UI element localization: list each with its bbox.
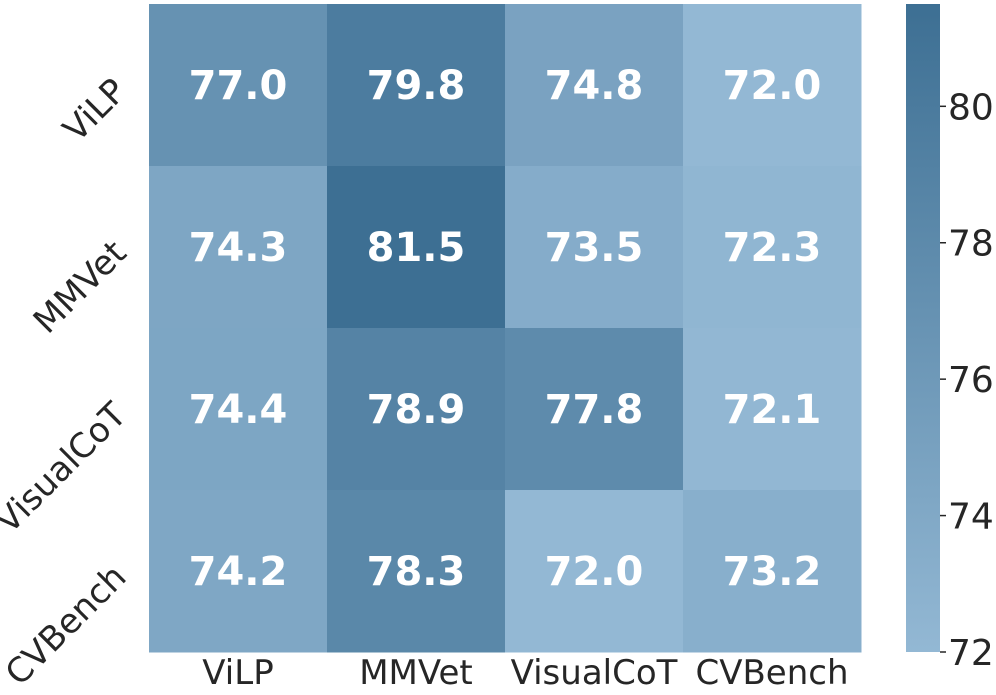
cell-value-label: 74.4 bbox=[189, 387, 288, 433]
cell-value-label: 74.2 bbox=[189, 549, 288, 595]
x-axis-tick-labels: ViLP MMVet VisualCoT CVBench bbox=[202, 653, 848, 693]
y-tick-visualcot: VisualCoT bbox=[0, 395, 135, 541]
cell-value-label: 77.0 bbox=[189, 63, 288, 109]
heatmap-cell-r1-c1 bbox=[327, 166, 506, 329]
x-tick-cvbench: CVBench bbox=[695, 653, 848, 693]
cell-value-label: 73.5 bbox=[545, 225, 644, 271]
colorbar-ticks: 72 74 76 78 80 bbox=[940, 87, 994, 674]
cell-value-label: 78.3 bbox=[367, 549, 466, 595]
cell-value-label: 74.8 bbox=[545, 63, 644, 109]
heatmap-cell-r0-c2 bbox=[505, 4, 684, 167]
colorbar-tick-label: 78 bbox=[948, 224, 994, 265]
heatmap-cell-r1-c2 bbox=[505, 166, 684, 329]
heatmap-cell-r3-c0 bbox=[149, 490, 328, 653]
cell-value-label: 79.8 bbox=[367, 63, 466, 109]
colorbar-tick-label: 80 bbox=[948, 87, 994, 128]
heatmap-cell-r2-c3 bbox=[683, 328, 862, 491]
cell-value-label: 81.5 bbox=[367, 225, 466, 271]
cell-value-label: 73.2 bbox=[723, 549, 822, 595]
colorbar-tick-label: 74 bbox=[948, 497, 994, 538]
y-tick-cvbench: CVBench bbox=[0, 557, 134, 694]
y-tick-mmvet: MMVet bbox=[26, 233, 135, 342]
cell-value-label: 78.9 bbox=[367, 387, 466, 433]
heatmap-cells bbox=[149, 4, 862, 653]
colorbar-tick-label: 72 bbox=[948, 633, 994, 674]
heatmap-cell-r3-c3 bbox=[683, 490, 862, 653]
heatmap-cell-r3-c1 bbox=[327, 490, 506, 653]
heatmap-cell-r2-c2 bbox=[505, 328, 684, 491]
heatmap-cell-r2-c0 bbox=[149, 328, 328, 491]
x-tick-mmvet: MMVet bbox=[359, 653, 473, 693]
x-tick-vilp: ViLP bbox=[202, 653, 273, 693]
heatmap-cell-r1-c3 bbox=[683, 166, 862, 329]
heatmap-cell-r0-c3 bbox=[683, 4, 862, 167]
cell-value-label: 72.3 bbox=[723, 225, 822, 271]
heatmap-cell-r1-c0 bbox=[149, 166, 328, 329]
heatmap-cell-r0-c0 bbox=[149, 4, 328, 167]
heatmap-cell-labels: 77.0 79.8 74.8 72.0 74.3 81.5 73.5 72.3 74.4 78.9… bbox=[189, 63, 822, 595]
cell-value-label: 72.1 bbox=[723, 387, 822, 433]
colorbar-tick-label: 76 bbox=[948, 360, 994, 401]
cell-value-label: 72.0 bbox=[545, 549, 644, 595]
x-tick-visualcot: VisualCoT bbox=[511, 653, 678, 693]
heatmap-cell-r3-c2 bbox=[505, 490, 684, 653]
colorbar bbox=[906, 4, 940, 652]
cell-value-label: 74.3 bbox=[189, 225, 288, 271]
cell-value-label: 72.0 bbox=[723, 63, 822, 109]
y-tick-vilp: ViLP bbox=[56, 71, 135, 150]
heatmap-cell-r2-c1 bbox=[327, 328, 506, 491]
y-axis-tick-labels: ViLP MMVet VisualCoT CVBench bbox=[0, 71, 135, 694]
heatmap-cell-r0-c1 bbox=[327, 4, 506, 167]
cell-value-label: 77.8 bbox=[545, 387, 644, 433]
